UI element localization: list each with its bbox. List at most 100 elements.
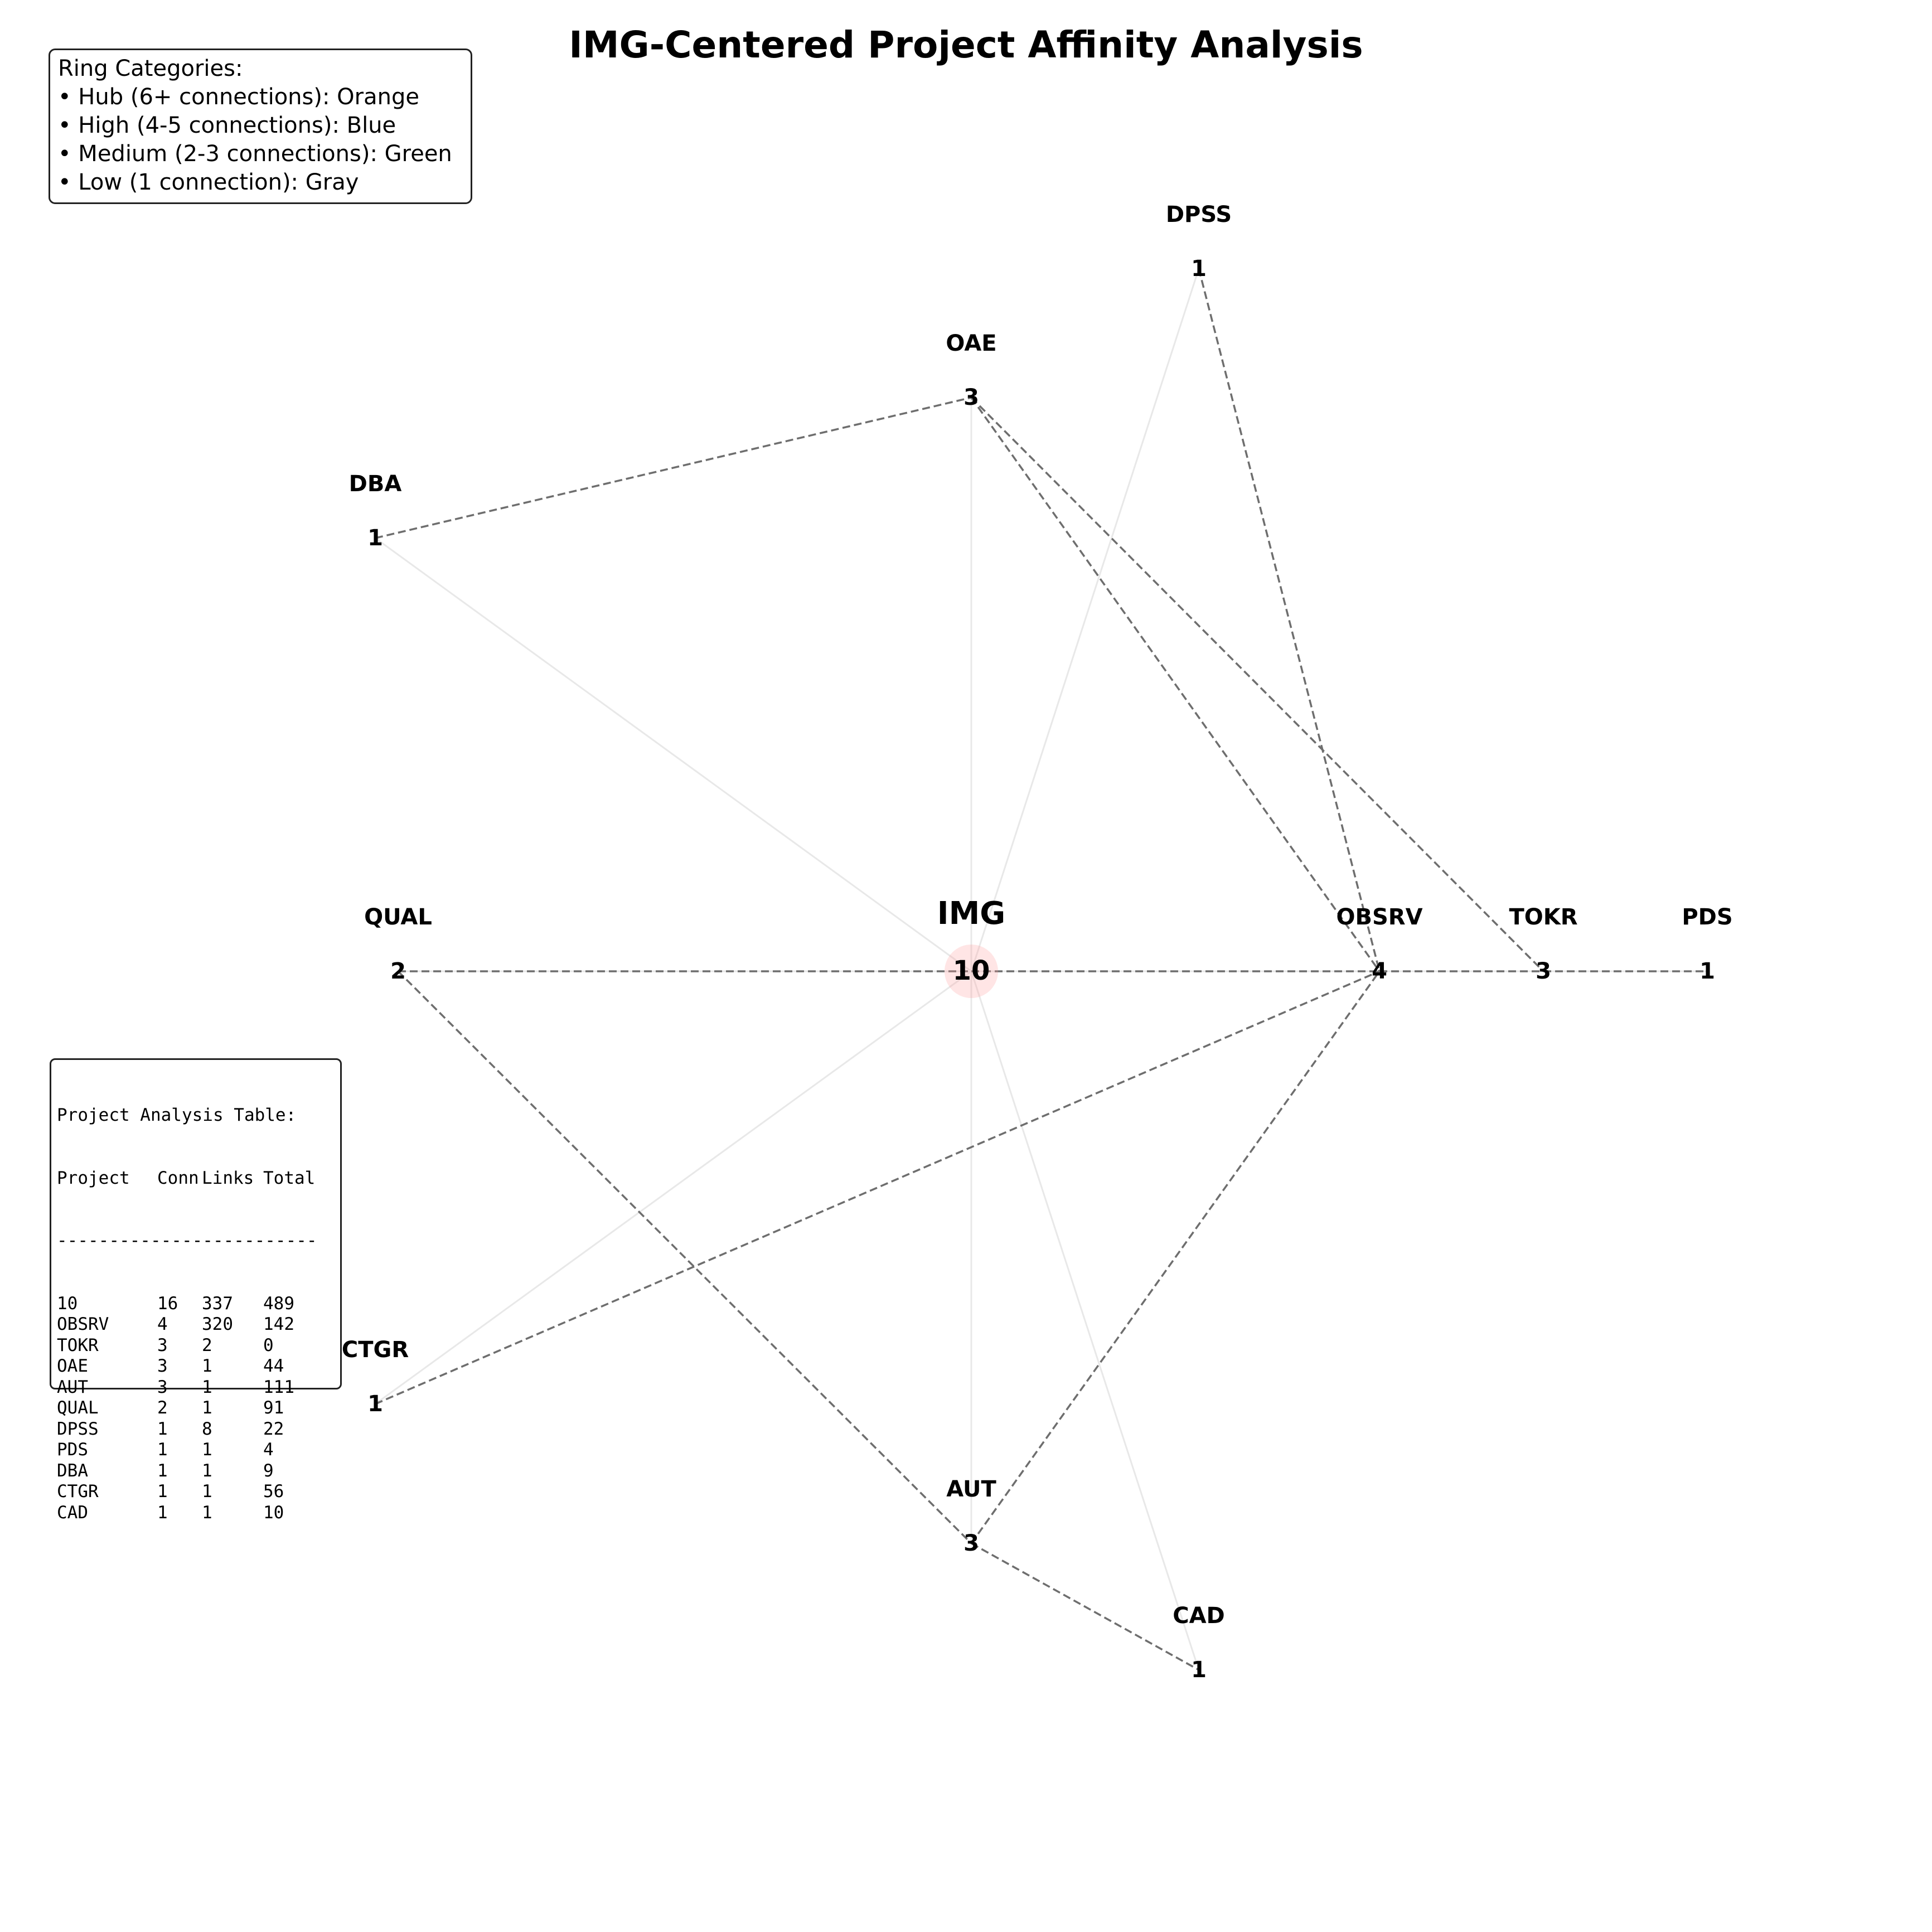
table-row: DPSS 1 8 22 <box>57 1419 335 1440</box>
node-dba[interactable]: DBA 1 <box>349 471 402 551</box>
table-cell-conn: 3 <box>157 1377 168 1397</box>
table-cell-conn: 1 <box>157 1460 168 1481</box>
legend-item-hub: • Hub (6+ connections): Orange <box>58 84 419 110</box>
legend-item-low: • Low (1 connection): Gray <box>58 170 359 195</box>
center-hub-circle <box>945 945 998 998</box>
column-header-project: Project <box>57 1168 130 1188</box>
node-label: TOKR <box>1509 904 1577 930</box>
node-label: OBSRV <box>1336 904 1422 930</box>
table-cell-project: OBSRV <box>57 1314 109 1334</box>
node-dpss[interactable]: DPSS 1 <box>1166 202 1232 282</box>
table-row: 10 16 337 489 <box>57 1294 335 1315</box>
table-cell-total: 22 <box>263 1418 284 1439</box>
table-cell-conn: 1 <box>157 1481 168 1502</box>
table-cell-links: 1 <box>202 1440 212 1460</box>
table-row: CTGR 1 1 56 <box>57 1481 335 1503</box>
node-label: PDS <box>1682 904 1732 930</box>
column-header-total: Total <box>263 1168 316 1188</box>
table-cell-conn: 4 <box>157 1314 168 1334</box>
table-cell-conn: 2 <box>157 1398 168 1418</box>
center-label: IMG <box>937 895 1006 932</box>
table-cell-conn: 1 <box>157 1440 168 1460</box>
node-value: 3 <box>1536 958 1551 984</box>
table-cell-project: AUT <box>57 1377 88 1397</box>
node-aut[interactable]: AUT 3 <box>946 1476 996 1556</box>
node-value: 3 <box>963 1531 979 1556</box>
table-cell-project: CAD <box>57 1502 88 1523</box>
node-ctgr[interactable]: CTGR 1 <box>342 1337 409 1417</box>
link-ctgr-obsrv <box>375 970 1380 1405</box>
node-value: 1 <box>367 525 383 551</box>
table-heading: Project Analysis Table: <box>57 1105 297 1125</box>
table-cell-links: 320 <box>202 1314 233 1334</box>
column-header-links: Links <box>202 1168 254 1188</box>
center-value: 10 <box>953 955 990 986</box>
nodes-layer: DPSS 1 OAE 3 DBA 1 QUAL 2 CTGR 1 AUT 3 CAD 1 OBSRV 4 TOK… <box>342 202 1733 1683</box>
column-header-conn: Conn <box>157 1168 199 1188</box>
node-value: 1 <box>1699 958 1715 984</box>
table-cell-project: 10 <box>57 1293 78 1314</box>
legend-item-medium: • Medium (2-3 connections): Green <box>58 141 452 167</box>
node-value: 2 <box>390 958 406 984</box>
table-cell-total: 9 <box>263 1460 274 1481</box>
node-label: CTGR <box>342 1337 409 1363</box>
link-oae-tokr <box>970 396 1544 972</box>
table-cell-links: 1 <box>202 1377 212 1397</box>
spoke-ctgr <box>375 970 972 1405</box>
table-row: DBA 1 1 9 <box>57 1461 335 1482</box>
table-cell-links: 1 <box>202 1356 212 1376</box>
table-cell-links: 2 <box>202 1335 212 1355</box>
table-cell-total: 10 <box>263 1502 284 1523</box>
node-tokr[interactable]: TOKR 3 <box>1509 904 1577 984</box>
table-row: TOKR 3 2 0 <box>57 1335 335 1357</box>
link-qual-aut <box>397 970 972 1544</box>
table-cell-total: 0 <box>263 1335 274 1355</box>
table-cell-total: 111 <box>263 1377 294 1397</box>
table-cell-links: 1 <box>202 1460 212 1481</box>
table-header-row: Project Conn Links Total <box>57 1168 335 1189</box>
node-oae[interactable]: OAE 3 <box>946 331 996 410</box>
legend-item-high: • High (4-5 connections): Blue <box>58 113 396 138</box>
ring-legend: Ring Categories: • Hub (6+ connections):… <box>49 49 472 204</box>
spoke-cad <box>970 971 1200 1670</box>
table-row: OAE 3 1 44 <box>57 1356 335 1377</box>
table-row: AUT 3 1 111 <box>57 1377 335 1398</box>
node-obsrv[interactable]: OBSRV 4 <box>1336 904 1422 984</box>
table-row: QUAL 2 1 91 <box>57 1398 335 1419</box>
legend-heading: Ring Categories: <box>58 56 243 81</box>
table-cell-links: 1 <box>202 1502 212 1523</box>
node-label: DPSS <box>1166 202 1232 227</box>
node-value: 1 <box>1191 256 1207 282</box>
node-pds[interactable]: PDS 1 <box>1682 904 1732 984</box>
table-row: PDS 1 1 4 <box>57 1440 335 1461</box>
node-value: 1 <box>1191 1657 1207 1683</box>
table-cell-conn: 3 <box>157 1335 168 1355</box>
node-value: 3 <box>963 385 979 410</box>
node-value: 4 <box>1372 958 1387 984</box>
spoke-dpss <box>970 268 1200 972</box>
node-qual[interactable]: QUAL 2 <box>364 904 432 984</box>
table-body: 10 16 337 489 OBSRV 4 320 142 TOKR 3 2 0 OAE 3 1 44 AUT 3… <box>57 1294 335 1524</box>
link-aut-obsrv <box>970 970 1381 1544</box>
table-cell-total: 142 <box>263 1314 294 1334</box>
link-aut-cad <box>971 1542 1199 1671</box>
table-cell-project: DPSS <box>57 1418 99 1439</box>
table-cell-conn: 16 <box>157 1293 178 1314</box>
table-cell-conn: 1 <box>157 1418 168 1439</box>
node-cad[interactable]: CAD 1 <box>1173 1603 1225 1683</box>
table-cell-project: CTGR <box>57 1481 99 1502</box>
table-row: CAD 1 1 10 <box>57 1503 335 1524</box>
table-cell-total: 489 <box>263 1293 294 1314</box>
center-node[interactable]: IMG 10 <box>937 895 1006 998</box>
table-cell-project: DBA <box>57 1460 88 1481</box>
spoke-dba <box>375 537 972 972</box>
table-cell-links: 1 <box>202 1398 212 1418</box>
table-cell-total: 91 <box>263 1398 284 1418</box>
table-cell-project: OAE <box>57 1356 88 1376</box>
link-dba-oae <box>375 396 972 539</box>
table-cell-total: 4 <box>263 1440 274 1460</box>
table-cell-total: 56 <box>263 1481 284 1502</box>
table-cell-project: QUAL <box>57 1398 99 1418</box>
